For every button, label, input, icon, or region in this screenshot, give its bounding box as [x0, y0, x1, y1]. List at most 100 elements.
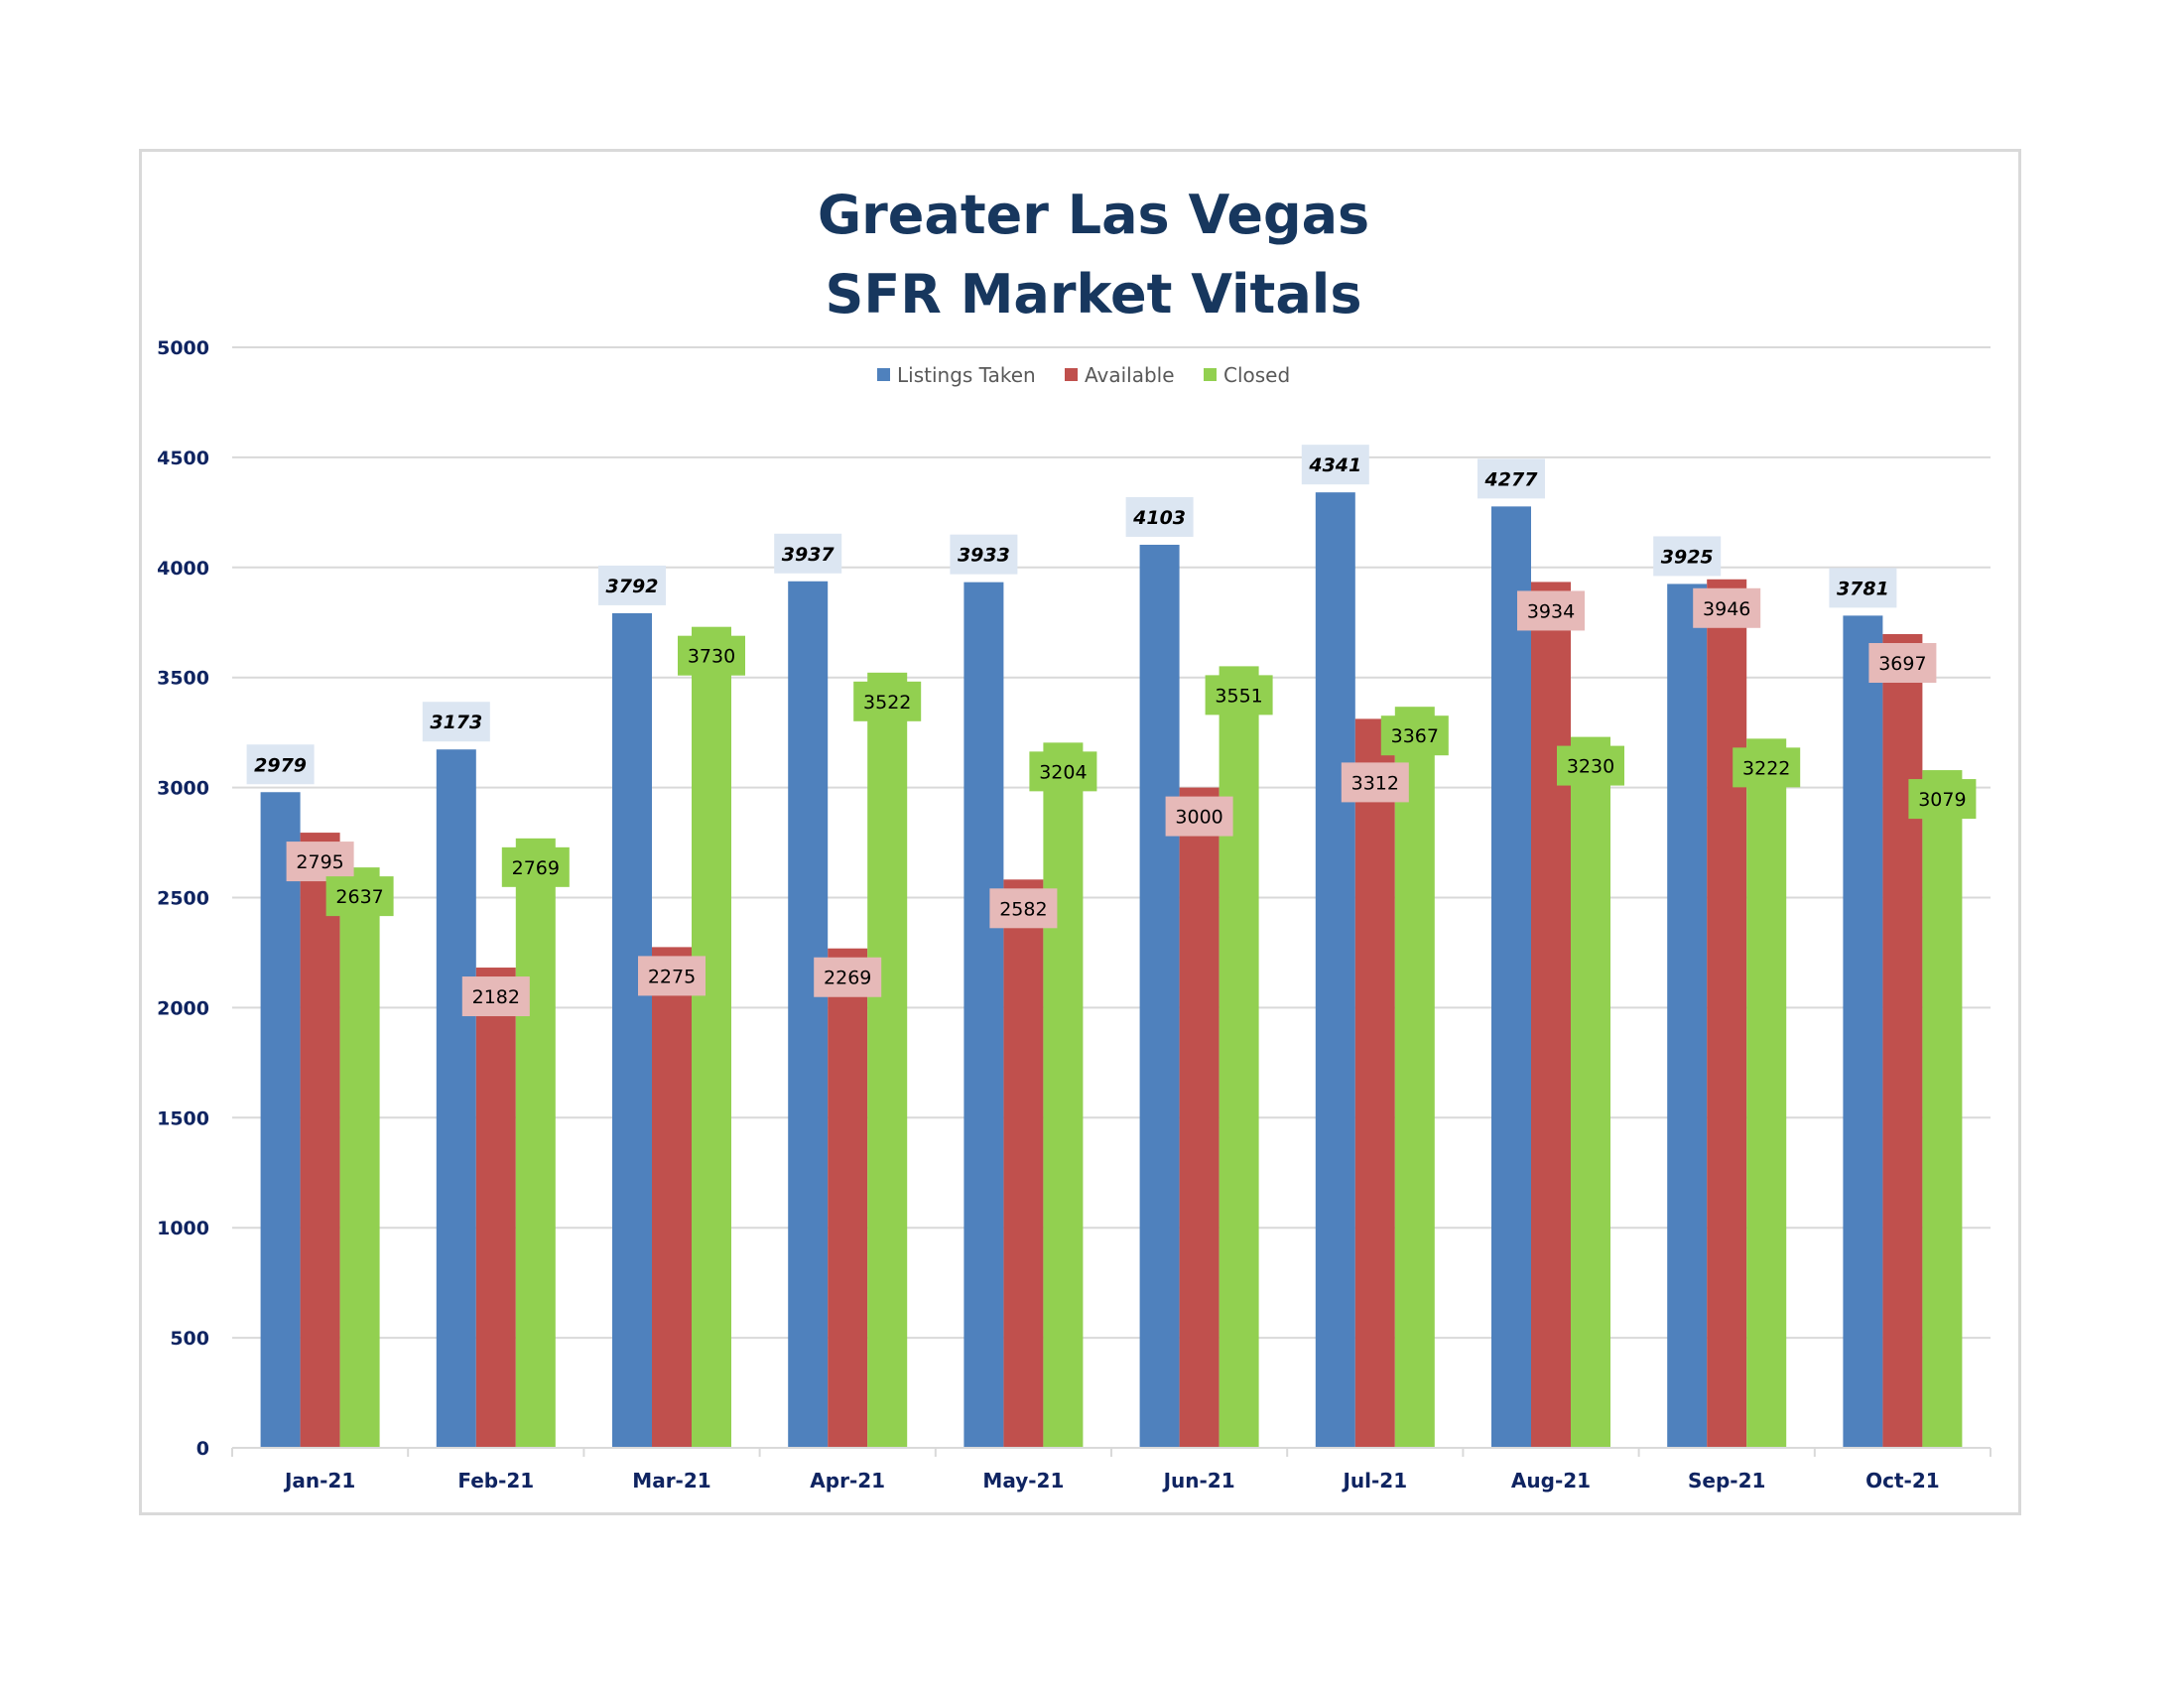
chart-title-line-1: Greater Las Vegas: [818, 184, 1369, 246]
data-label-text: 3781: [1837, 578, 1889, 599]
bar-available: [1354, 718, 1395, 1448]
bar-closed: [692, 626, 731, 1448]
data-label-box: [246, 744, 315, 785]
bar-listings-taken: [964, 582, 1004, 1448]
data-label-box: [1829, 568, 1897, 608]
data-label-text: 3934: [1527, 600, 1575, 622]
x-tick-label: Jun-21: [1162, 1469, 1235, 1492]
data-label-box: [1557, 745, 1624, 786]
data-label-closed: 3522: [853, 681, 922, 721]
data-label-box: [501, 846, 570, 887]
data-label-listings-taken: 4103: [1125, 496, 1194, 537]
data-label-text: 3522: [863, 692, 911, 714]
bar-closed: [867, 672, 908, 1448]
data-label-closed: 3222: [1733, 747, 1801, 788]
data-label-text: 3925: [1661, 546, 1714, 568]
data-label-closed: 3367: [1380, 715, 1449, 756]
legend-swatch: [877, 368, 890, 381]
bar-listings-taken: [612, 612, 652, 1448]
data-label-text: 4103: [1132, 507, 1186, 529]
data-label-box: [598, 565, 666, 605]
data-label-box: [950, 534, 1018, 575]
bar-available: [1707, 579, 1747, 1448]
y-axis-ticks: 0 500 1000 1500 2000 2500 3000 3500 4000 4500 5000: [157, 337, 209, 1460]
chart-title-line-2: SFR Market Vitals: [826, 263, 1362, 325]
bar-closed: [1571, 736, 1610, 1448]
data-label-box: [1477, 458, 1545, 499]
bar-available: [1179, 787, 1220, 1448]
bar-available: [1003, 879, 1044, 1448]
data-label-text: 3000: [1175, 807, 1222, 829]
bar-listings-taken: [1139, 544, 1180, 1448]
data-label-text: 2269: [824, 968, 871, 989]
bar-listings-taken: [436, 749, 476, 1448]
legend-label: Listings Taken: [897, 363, 1036, 387]
data-label-text: 3222: [1742, 757, 1790, 779]
data-label-text: 2637: [335, 886, 383, 908]
legend-label: Closed: [1223, 363, 1290, 387]
data-labels: 2979 3173 3792 3937 3933 4103 4341 4277 3925 3781…: [246, 445, 1977, 1017]
y-tick-label: 5000: [157, 337, 209, 359]
data-label-box: [1693, 587, 1761, 628]
legend-swatch: [1204, 368, 1217, 381]
x-tick-label: May-21: [982, 1469, 1064, 1492]
data-label-box: [325, 876, 394, 917]
y-tick-label: 3000: [157, 778, 209, 800]
data-label-text: 3312: [1351, 772, 1399, 794]
bar-closed: [1219, 666, 1259, 1448]
data-label-text: 3367: [1391, 725, 1439, 747]
data-label-listings-taken: 3937: [774, 533, 842, 574]
data-label-text: 3697: [1878, 653, 1926, 675]
bar-closed: [1043, 742, 1084, 1448]
bar-closed: [1394, 707, 1435, 1448]
data-label-text: 3230: [1567, 756, 1614, 778]
data-label-available: 2182: [461, 976, 530, 1017]
data-label-text: 3933: [958, 545, 1010, 567]
data-label-box: [286, 842, 354, 882]
x-tick-label: Sep-21: [1688, 1469, 1765, 1492]
y-tick-label: 500: [170, 1328, 209, 1350]
data-label-text: 3551: [1215, 685, 1262, 707]
data-label-closed: 2637: [325, 876, 394, 917]
data-label-text: 3173: [430, 712, 482, 733]
legend-item-closed: Closed: [1204, 363, 1290, 387]
chart-title: Greater Las Vegas SFR Market Vitals: [818, 184, 1369, 325]
data-label-listings-taken: 4341: [1301, 445, 1369, 485]
chart-frame: [139, 149, 2021, 1515]
x-axis: Jan-21 Feb-21 Mar-21 Apr-21 May-21 Jun-21 Jul-…: [231, 1447, 1991, 1492]
data-label-box: [1029, 751, 1097, 792]
legend-item-available: Available: [1065, 363, 1175, 387]
y-tick-label: 1500: [157, 1107, 209, 1129]
data-label-listings-taken: 3933: [950, 534, 1018, 575]
data-label-closed: 3230: [1557, 745, 1624, 786]
data-label-text: 3946: [1703, 598, 1750, 620]
data-label-text: 2769: [512, 857, 560, 879]
data-label-available: 3946: [1693, 587, 1761, 628]
data-label-available: 2275: [638, 956, 706, 996]
data-label-box: [1125, 496, 1194, 537]
y-tick-label: 4500: [157, 448, 209, 469]
bar-available: [828, 948, 868, 1448]
data-label-box: [1908, 779, 1977, 820]
data-label-available: 3312: [1341, 762, 1409, 803]
x-tick-label: Feb-21: [457, 1469, 534, 1492]
bar-listings-taken: [1843, 615, 1883, 1448]
data-label-listings-taken: 3173: [422, 702, 490, 742]
bar-closed: [515, 838, 556, 1448]
data-label-text: 2275: [648, 966, 696, 987]
x-tick-label: Jul-21: [1341, 1469, 1407, 1492]
legend-item-listings-taken: Listings Taken: [877, 363, 1036, 387]
data-label-text: 3937: [782, 544, 835, 566]
data-label-text: 3204: [1039, 761, 1087, 783]
data-label-box: [1341, 762, 1409, 803]
bar-listings-taken: [1667, 584, 1708, 1448]
data-label-available: 2795: [286, 842, 354, 882]
data-label-box: [1868, 643, 1937, 684]
bar-listings-taken: [788, 581, 829, 1448]
data-label-text: 4277: [1484, 468, 1539, 490]
y-tick-label: 0: [196, 1438, 209, 1460]
data-label-closed: 2769: [501, 846, 570, 887]
data-label-available: 3697: [1868, 643, 1937, 684]
legend: Listings Taken Available Closed: [877, 363, 1290, 387]
